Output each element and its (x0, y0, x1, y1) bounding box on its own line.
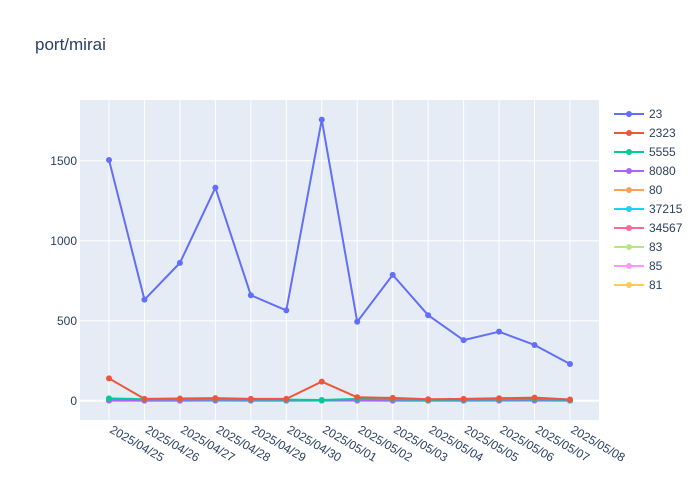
data-point[interactable] (212, 184, 219, 191)
data-point[interactable] (425, 396, 432, 403)
legend-item-80[interactable]: 80 (614, 183, 663, 197)
legend-item-8080[interactable]: 8080 (614, 164, 676, 178)
legend-item-83[interactable]: 83 (614, 240, 663, 254)
plot-area (80, 100, 599, 420)
data-point[interactable] (460, 337, 467, 344)
data-point[interactable] (318, 116, 325, 123)
data-point[interactable] (389, 271, 396, 278)
chart-title: port/mirai (35, 35, 106, 54)
legend-item-5555[interactable]: 5555 (614, 145, 676, 159)
series-23 (106, 116, 573, 367)
legend-label: 80 (649, 183, 663, 197)
data-point[interactable] (283, 307, 290, 314)
data-point[interactable] (531, 394, 538, 401)
legend-item-81[interactable]: 81 (614, 278, 663, 292)
data-point[interactable] (496, 395, 503, 402)
legend-item-37215[interactable]: 37215 (614, 202, 683, 216)
series-2323 (106, 375, 573, 403)
data-point[interactable] (247, 395, 254, 402)
data-point[interactable] (354, 318, 361, 325)
series-line (108, 118, 571, 365)
data-point[interactable] (496, 328, 503, 335)
data-point[interactable] (567, 361, 573, 367)
legend-marker (626, 187, 632, 193)
legend-marker (626, 282, 632, 288)
legend-label: 2323 (649, 126, 676, 140)
data-point[interactable] (567, 396, 573, 403)
data-point[interactable] (389, 394, 396, 401)
legend-label: 85 (649, 259, 663, 273)
data-point[interactable] (460, 395, 467, 402)
data-point[interactable] (354, 394, 361, 401)
legend-item-23[interactable]: 23 (614, 107, 663, 121)
legend-label: 23 (649, 107, 663, 121)
data-point[interactable] (176, 259, 183, 266)
data-point[interactable] (106, 375, 112, 382)
legend-marker (626, 111, 632, 117)
data-point[interactable] (247, 292, 254, 299)
legend-label: 34567 (649, 221, 683, 235)
legend-marker (626, 263, 632, 269)
legend-item-34567[interactable]: 34567 (614, 221, 683, 235)
data-point[interactable] (141, 395, 148, 402)
legend-marker (626, 130, 632, 136)
legend-label: 8080 (649, 164, 676, 178)
y-tick-label: 500 (57, 314, 77, 328)
legend-marker (626, 225, 632, 231)
data-point[interactable] (531, 341, 538, 348)
data-point[interactable] (212, 395, 219, 402)
data-point[interactable] (106, 157, 112, 163)
data-point[interactable] (283, 395, 290, 402)
data-point[interactable] (318, 397, 325, 403)
data-point[interactable] (425, 312, 432, 319)
y-tick-label: 1000 (50, 234, 77, 248)
data-point[interactable] (141, 296, 148, 303)
legend-label: 81 (649, 278, 663, 292)
data-point[interactable] (176, 395, 183, 402)
series-line (108, 377, 571, 401)
legend-label: 5555 (649, 145, 676, 159)
legend-item-2323[interactable]: 2323 (614, 126, 676, 140)
legend-marker (626, 206, 632, 212)
legend-item-85[interactable]: 85 (614, 259, 663, 273)
legend-label: 83 (649, 240, 663, 254)
legend-marker (626, 244, 632, 250)
legend-marker (626, 149, 632, 155)
y-tick-label: 0 (70, 394, 77, 408)
data-point[interactable] (106, 395, 112, 402)
data-point[interactable] (318, 378, 325, 385)
legend-label: 37215 (649, 202, 683, 216)
y-tick-label: 1500 (50, 154, 77, 168)
legend-marker (626, 168, 632, 174)
